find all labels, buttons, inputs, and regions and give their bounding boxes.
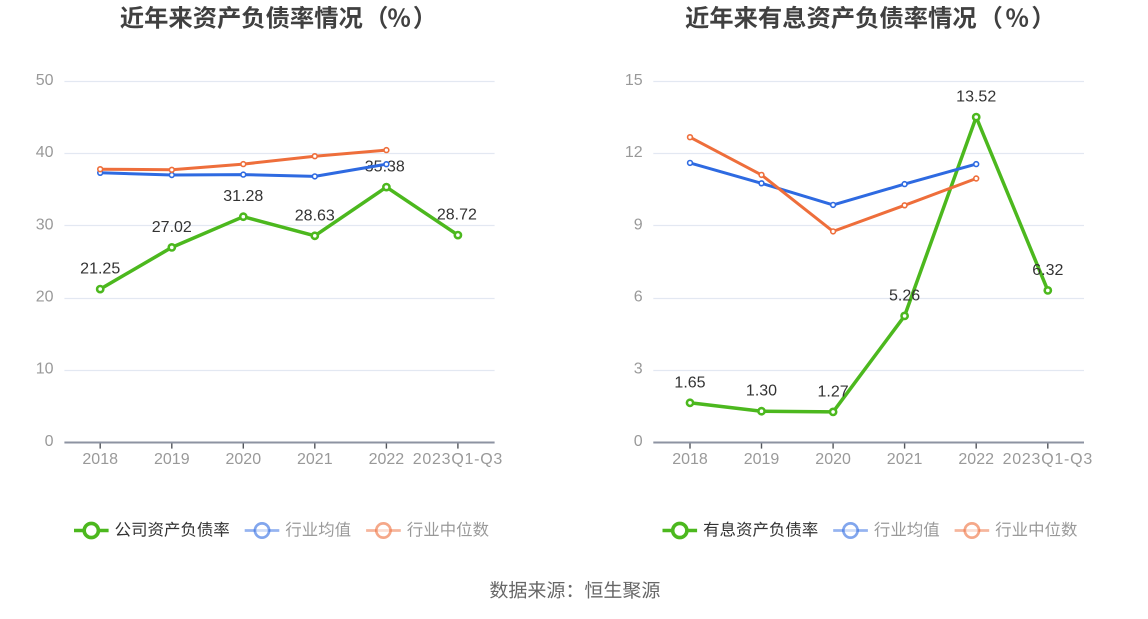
svg-text:2021: 2021 <box>297 451 333 468</box>
svg-text:2020: 2020 <box>815 451 851 468</box>
svg-text:27.02: 27.02 <box>152 219 192 236</box>
svg-text:10: 10 <box>36 361 54 378</box>
svg-text:3: 3 <box>634 361 643 378</box>
svg-text:1.30: 1.30 <box>746 383 777 400</box>
svg-text:21.25: 21.25 <box>80 261 120 278</box>
svg-text:2018: 2018 <box>672 451 708 468</box>
svg-text:5.26: 5.26 <box>889 287 920 304</box>
svg-text:50: 50 <box>36 72 54 89</box>
svg-text:30: 30 <box>36 216 54 233</box>
svg-text:2023Q1-Q3: 2023Q1-Q3 <box>413 451 503 468</box>
svg-text:40: 40 <box>36 144 54 161</box>
svg-text:35.38: 35.38 <box>365 159 405 176</box>
svg-text:0: 0 <box>634 433 643 450</box>
svg-text:15: 15 <box>625 72 643 89</box>
svg-text:6.32: 6.32 <box>1032 262 1063 279</box>
svg-text:13.52: 13.52 <box>956 89 996 106</box>
svg-text:2022: 2022 <box>958 451 994 468</box>
svg-text:28.72: 28.72 <box>437 207 477 224</box>
svg-text:31.28: 31.28 <box>223 188 263 205</box>
svg-text:2018: 2018 <box>82 451 118 468</box>
svg-text:2019: 2019 <box>744 451 780 468</box>
svg-text:20: 20 <box>36 289 54 306</box>
svg-text:2020: 2020 <box>226 451 262 468</box>
svg-text:9: 9 <box>634 216 643 233</box>
svg-text:2019: 2019 <box>154 451 190 468</box>
svg-text:28.63: 28.63 <box>295 207 335 224</box>
svg-text:1.65: 1.65 <box>674 374 705 391</box>
svg-text:1.27: 1.27 <box>818 383 849 400</box>
svg-text:2022: 2022 <box>369 451 405 468</box>
svg-text:0: 0 <box>45 433 54 450</box>
svg-text:2023Q1-Q3: 2023Q1-Q3 <box>1003 451 1093 468</box>
svg-text:6: 6 <box>634 289 643 306</box>
svg-text:12: 12 <box>625 144 643 161</box>
svg-text:2021: 2021 <box>887 451 923 468</box>
